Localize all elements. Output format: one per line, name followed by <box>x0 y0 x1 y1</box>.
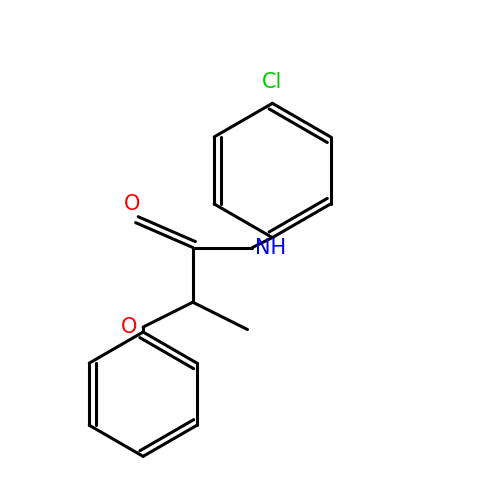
Text: O: O <box>121 317 137 337</box>
Text: Cl: Cl <box>262 72 282 92</box>
Text: O: O <box>124 194 140 214</box>
Text: NH: NH <box>255 238 286 258</box>
